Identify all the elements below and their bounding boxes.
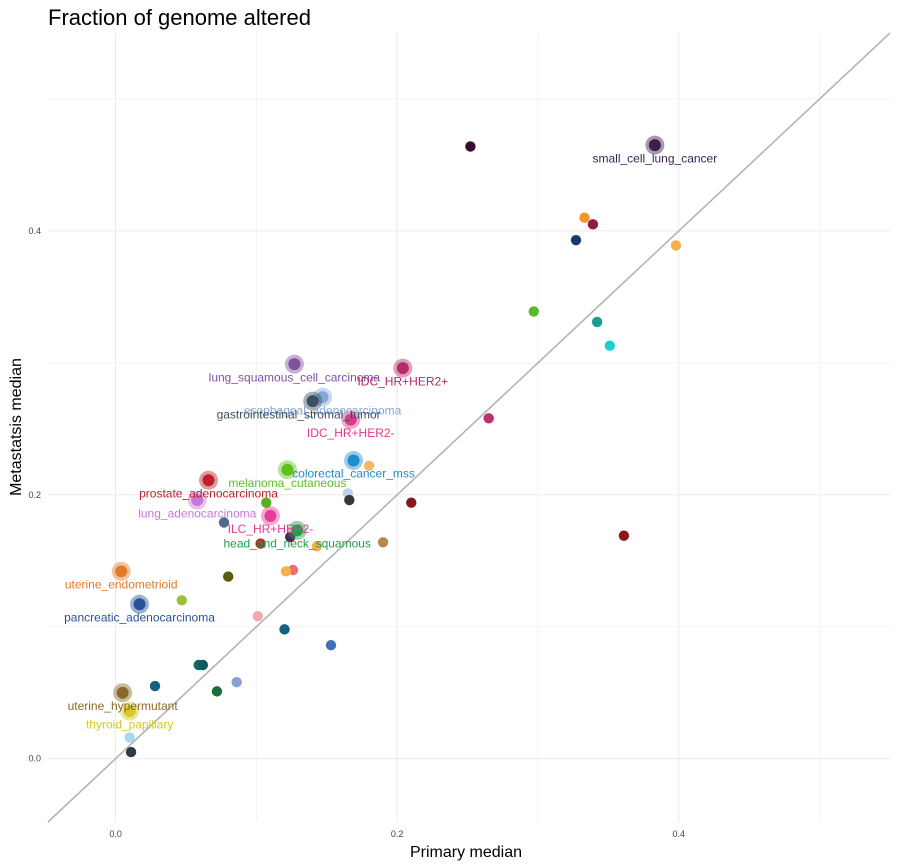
- point-label: lung_adenocarcinoma: [138, 506, 256, 520]
- highlighted-data-point: [291, 524, 304, 537]
- scatter-points: [124, 141, 682, 758]
- highlighted-data-point: [281, 463, 294, 476]
- data-point: [261, 497, 272, 508]
- data-point: [125, 746, 137, 758]
- chart-title: Fraction of genome altered: [48, 5, 311, 30]
- data-point: [211, 686, 223, 697]
- highlighted-data-point: [264, 509, 277, 522]
- data-point: [223, 571, 234, 582]
- data-point: [325, 640, 337, 651]
- highlighted-data-point: [115, 565, 128, 578]
- point-label: thyroid_papillary: [86, 717, 173, 731]
- data-point: [149, 680, 161, 692]
- data-point: [344, 494, 355, 506]
- point-label: esophageal_adenocarcinoma: [244, 403, 402, 417]
- grid-lines: [48, 33, 890, 822]
- point-annotations: small_cell_lung_cancer lung_squamous_cell…: [64, 151, 717, 731]
- point-label: ILC_HR+HER2-: [228, 522, 314, 536]
- x-axis-label: Primary median: [410, 844, 522, 861]
- y-tick-label: 0.4: [28, 226, 41, 236]
- data-point: [377, 537, 389, 548]
- x-tick-label: 0.2: [391, 829, 404, 839]
- highlighted-data-point: [116, 686, 129, 699]
- highlighted-data-point: [123, 705, 136, 718]
- y-axis-label: Metastatsis median: [8, 358, 25, 496]
- highlighted-points: [111, 135, 665, 721]
- x-tick-label: 0.0: [109, 829, 122, 839]
- data-point: [218, 517, 230, 528]
- point-label: IDC_HR+HER2-: [307, 426, 395, 440]
- data-point: [255, 538, 266, 549]
- identity-reference-line: [47, 32, 891, 823]
- data-point: [406, 497, 417, 508]
- data-point: [670, 240, 682, 251]
- data-point: [363, 460, 375, 471]
- data-point: [604, 340, 616, 351]
- data-point: [176, 595, 187, 606]
- highlighted-data-point: [133, 598, 146, 611]
- highlighted-data-point: [396, 362, 409, 375]
- highlighted-data-point: [202, 474, 215, 487]
- highlighted-data-point: [306, 395, 319, 408]
- data-point: [311, 541, 323, 552]
- point-label: gastrointestinal_stromal_tumor: [217, 407, 381, 421]
- point-label: colorectal_cancer_mss: [292, 467, 415, 481]
- data-point: [252, 610, 263, 622]
- highlighted-data-point: [344, 413, 357, 426]
- data-point: [618, 530, 630, 541]
- data-point: [231, 676, 242, 688]
- x-tick-labels: 0.0 0.2 0.4: [109, 829, 685, 839]
- highlighted-data-point: [648, 139, 661, 152]
- point-label: melanoma_cutaneous: [228, 476, 346, 490]
- x-tick-label: 0.4: [673, 829, 686, 839]
- y-tick-label: 0.0: [28, 754, 41, 764]
- data-point: [280, 566, 292, 577]
- data-point: [483, 413, 494, 424]
- point-label: pancreatic_adenocarcinoma: [64, 610, 215, 624]
- point-label: small_cell_lung_cancer: [592, 151, 717, 165]
- y-tick-label: 0.2: [28, 490, 41, 500]
- data-point: [587, 219, 599, 230]
- point-label: IDC_HR+HER2+: [357, 374, 448, 388]
- data-point: [465, 141, 476, 152]
- data-point: [591, 316, 603, 328]
- data-point: [570, 234, 582, 246]
- point-label: uterine_hypermutant: [68, 699, 179, 713]
- data-point: [124, 732, 135, 743]
- highlighted-data-point: [191, 494, 204, 507]
- y-tick-labels: 0.0 0.2 0.4: [28, 226, 41, 764]
- point-label: prostate_adenocarcinoma: [139, 486, 278, 500]
- point-label: head_and_neck_squamous: [223, 537, 370, 551]
- data-point: [528, 306, 539, 317]
- data-point: [579, 212, 590, 223]
- highlighted-data-point: [347, 454, 360, 467]
- data-point: [197, 659, 209, 671]
- highlighted-data-point: [316, 391, 329, 404]
- point-label: lung_squamous_cell_carcinoma: [209, 370, 381, 384]
- data-point: [279, 624, 290, 635]
- highlighted-data-point: [288, 358, 301, 371]
- point-label: uterine_endometrioid: [65, 578, 178, 592]
